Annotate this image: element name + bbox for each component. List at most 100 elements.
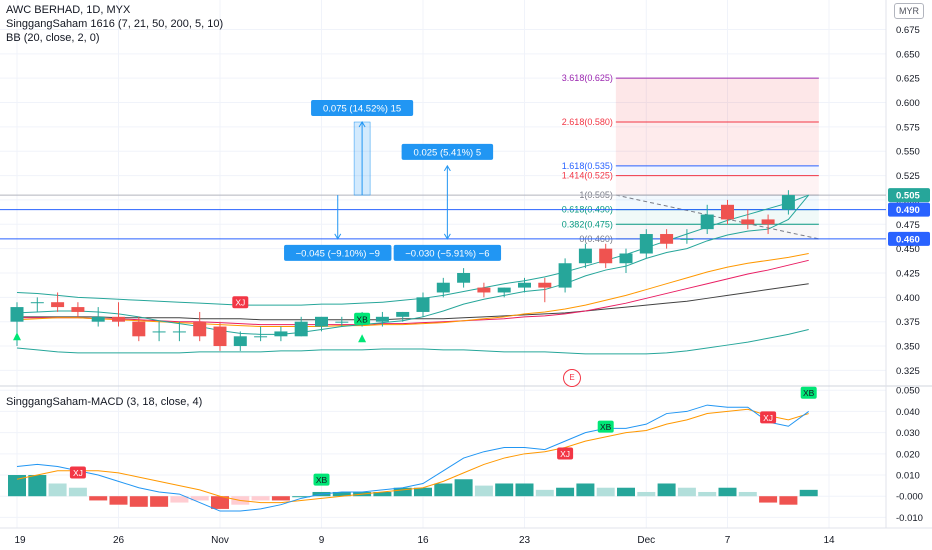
measure-arrow [358,121,366,128]
candle-body [375,316,389,322]
macd-histogram-bar [434,483,453,497]
fib-level-label: 0.382(0.475) [562,219,613,229]
candle-body [213,326,227,347]
macd-histogram-bar [89,496,108,501]
macd-histogram-bar [738,491,757,497]
price-axis-tick: 0.450 [896,244,920,255]
macd-axis-tick: -0.000 [896,492,923,503]
buy-arrow-marker [358,334,367,343]
macd-histogram-bar [637,491,656,497]
macd-histogram-bar [657,483,676,497]
candle-body [294,321,308,337]
indicator-legend-bb[interactable]: BB (20, close, 2, 0) [6,32,100,44]
price-line-label: 0.490 [896,205,920,216]
candle-body [254,336,268,338]
measure-label: −0.045 (−9.10%) −9 [296,248,380,259]
fib-zone [615,165,819,176]
macd-histogram-bar [556,487,575,497]
macd-histogram-bar [251,496,270,501]
time-axis-tick: 16 [417,535,429,546]
macd-axis-tick: 0.050 [896,386,920,397]
time-axis-tick: 26 [113,535,125,546]
candle-body [152,331,166,333]
candle-body [619,253,633,264]
time-axis-tick: 23 [519,535,531,546]
currency-button[interactable]: MYR [894,3,924,19]
buy-macd-signal-label: XB [600,422,612,432]
sell-macd-signal-label: XJ [763,413,773,423]
macd-histogram-bar [535,489,554,497]
macd-histogram-bar [190,496,209,501]
macd-histogram-bar [677,487,696,497]
macd-histogram-bar [292,496,311,498]
macd-histogram-bar [617,487,635,497]
macd-histogram-bar [576,483,595,497]
sell-macd-signal-badge [557,447,574,460]
time-axis-tick: 19 [14,535,26,546]
macd-histogram-bar [48,483,67,497]
candle-body [457,272,471,283]
measure-arrow [443,233,451,240]
candle-body [396,311,410,317]
candle-body [660,234,674,244]
bb-lower-band [16,328,809,355]
macd-histogram-bar [211,496,229,509]
candle-body [416,297,430,312]
candle-body [71,307,85,312]
macd-histogram-bar [799,489,818,497]
sell-signal-badge [232,296,249,309]
buy-signal-badge [354,312,371,325]
measure-label: −0.030 (−5.91%) −6 [405,248,489,259]
candle-body [761,219,775,225]
time-axis-tick: Nov [211,535,229,546]
candle-body [30,302,44,304]
macd-legend[interactable]: SinggangSaham-MACD (3, 18, close, 4) [6,396,203,408]
fib-level-label: 3.618(0.625) [562,73,613,83]
price-axis-tick: 0.650 [896,49,920,60]
bb-upper-band [16,194,809,306]
macd-axis-tick: -0.010 [896,513,923,524]
candle-body [112,316,125,322]
indicator-legend-singgang[interactable]: SinggangSaham 1616 (7, 21, 50, 200, 5, 1… [6,18,224,30]
fib-level-label: 1.618(0.535) [562,161,613,171]
macd-histogram-bar [150,496,169,507]
macd-histogram-bar [109,496,128,505]
macd-histogram-bar [454,479,473,497]
fib-zone [615,78,819,123]
price-axis-tick: 0.350 [896,342,920,353]
candle-body [10,307,24,322]
macd-histogram-bar [759,496,778,503]
ma-21-line [16,253,809,328]
candle-body [497,287,511,293]
buy-macd-signal-label: XB [803,388,815,398]
buy-signal-label: XB [356,314,368,324]
candle-body [781,195,795,210]
price-axis-tick: 0.425 [896,268,920,279]
candle-body [193,321,207,337]
measure-arrow [334,233,342,240]
price-axis-tick: 0.575 [896,122,920,133]
earnings-event-marker[interactable]: E [563,369,581,387]
measure-label: 0.025 (5.41%) 5 [414,147,482,158]
symbol-title: AWC BERHAD, 1D, MYX [6,4,131,16]
fib-level-label: 1.414(0.525) [562,171,613,181]
sell-macd-signal-badge [69,466,86,479]
candle-body [741,219,755,225]
sell-macd-signal-label: XJ [73,468,83,478]
candle-body [477,287,491,293]
macd-histogram-bar [779,496,798,505]
buy-macd-signal-badge [597,420,614,433]
price-axis-tick: 0.325 [896,366,920,377]
price-line-label-bg [888,202,930,217]
macd-histogram-bar [495,483,514,497]
macd-histogram-bar [474,485,493,497]
price-line-label-bg [888,231,930,246]
buy-macd-signal-badge [313,473,330,486]
price-line-label: 0.460 [896,234,920,245]
macd-axis-tick: 0.010 [896,471,920,482]
macd-histogram-bar [271,496,290,501]
price-axis-tick: 0.550 [896,147,920,158]
macd-axis-tick: 0.030 [896,428,920,439]
candle-body [578,248,592,264]
